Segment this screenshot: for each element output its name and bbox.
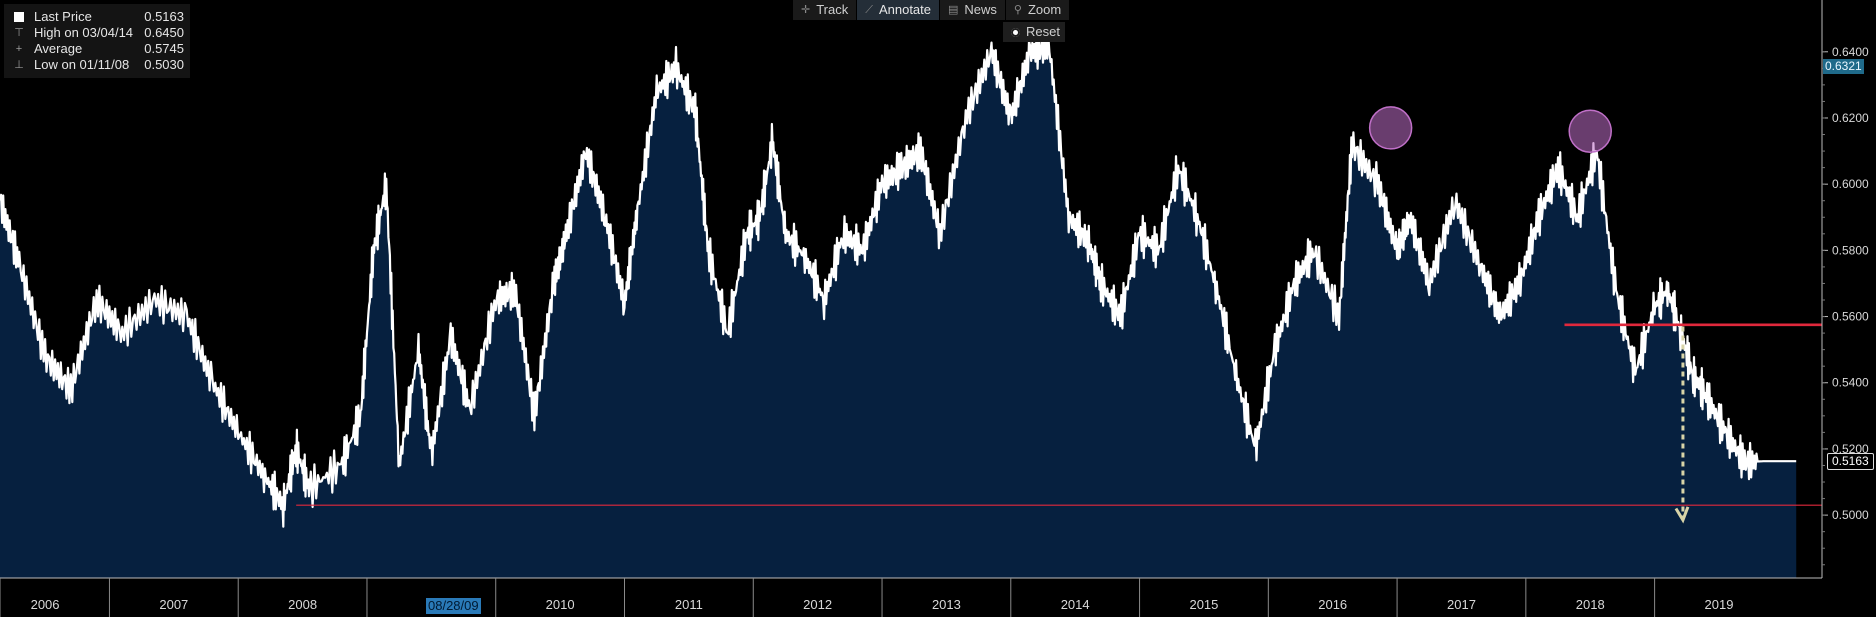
price-area	[0, 34, 1797, 578]
news-label: News	[964, 2, 997, 17]
projection-arrow-head	[1674, 506, 1690, 524]
x-tick-label: 2014	[1061, 597, 1090, 612]
projection-arrow-layer	[1674, 326, 1690, 524]
y-tick-label: 0.6000	[1832, 177, 1869, 191]
highlight-circles-layer	[1368, 106, 1612, 153]
track-button[interactable]: ✛ Track	[793, 0, 857, 20]
peak-highlight-circle	[1368, 106, 1413, 150]
x-tick-label: 2018	[1576, 597, 1605, 612]
legend-label-low: Low on 01/11/08	[34, 57, 130, 72]
zoom-label: Zoom	[1027, 2, 1062, 17]
price-area-layer	[0, 34, 1797, 578]
average-marker-icon: +	[15, 43, 23, 55]
x-tick-label: 2015	[1189, 597, 1218, 612]
x-tick-label: 2017	[1447, 597, 1476, 612]
legend-label-last: Last Price	[34, 9, 92, 24]
y-tick-label: 0.5000	[1832, 508, 1869, 522]
x-tick-label: 2012	[803, 597, 832, 612]
legend-value-average: 0.5745	[144, 41, 184, 56]
x-tick-label: 2019	[1705, 597, 1734, 612]
price-line-layer	[0, 33, 1797, 528]
last-price-badge: 0.5163	[1827, 453, 1874, 470]
peak-highlight-circle	[1568, 109, 1612, 153]
zoom-button[interactable]: ⚲ Zoom	[1005, 0, 1070, 20]
y-tick-label: 0.6400	[1832, 45, 1869, 59]
reset-icon	[1011, 27, 1020, 37]
legend-panel: Last Price 0.5163 ⊤ High on 03/04/14 0.6…	[4, 4, 190, 78]
x-tick-label: 2007	[159, 597, 188, 612]
legend-value-low: 0.5030	[144, 57, 184, 72]
crosshair-icon: ✛	[801, 4, 811, 16]
x-tick-label: 2013	[932, 597, 961, 612]
y-tick-label: 0.6200	[1832, 111, 1869, 125]
reset-button[interactable]: Reset	[1003, 22, 1065, 42]
legend-value-last: 0.5163	[144, 9, 184, 24]
y-tick-label: 0.5200	[1832, 442, 1869, 456]
x-tick-label: 2010	[546, 597, 575, 612]
x-tick-label: 2006	[31, 597, 60, 612]
legend-row-high: ⊤ High on 03/04/14 0.6450	[4, 25, 190, 41]
track-label: Track	[816, 2, 849, 17]
legend-label-average: Average	[34, 41, 83, 56]
news-button[interactable]: ▤ News	[940, 0, 1005, 20]
support-lines-layer	[296, 323, 1822, 506]
x-tick-label: 2011	[675, 597, 703, 612]
price-line	[0, 33, 1797, 528]
y-tick-label: 0.5600	[1832, 310, 1869, 324]
annotate-button[interactable]: ⟋ Annotate	[857, 0, 939, 20]
news-icon: ▤	[948, 4, 959, 16]
low-marker-icon: ⊥	[14, 59, 24, 71]
average-price-badge: 0.6321	[1823, 59, 1864, 74]
legend-value-high: 0.6450	[144, 25, 184, 40]
legend-row-low: ⊥ Low on 01/11/08 0.5030	[4, 57, 190, 73]
x-tick-label: 2008	[288, 597, 317, 612]
legend-row-last: Last Price 0.5163	[4, 9, 190, 25]
reset-label: Reset	[1026, 24, 1060, 39]
legend-row-average: + Average 0.5745	[4, 41, 190, 57]
x-tick-label: 2016	[1318, 597, 1347, 612]
chart-toolbar: ✛ Track ⟋ Annotate ▤ News ⚲ Zoom	[793, 0, 1070, 20]
annotate-label: Annotate	[878, 2, 931, 17]
high-marker-icon: ⊤	[14, 27, 24, 39]
pencil-icon: ⟋	[865, 4, 873, 16]
legend-marker-icon	[12, 9, 26, 27]
cursor-date-flag: 08/28/09	[426, 598, 481, 614]
y-tick-label: 0.5400	[1832, 376, 1869, 390]
y-tick-label: 0.5800	[1832, 243, 1869, 257]
legend-label-high: High on 03/04/14	[34, 25, 134, 40]
magnifier-icon: ⚲	[1013, 4, 1022, 16]
